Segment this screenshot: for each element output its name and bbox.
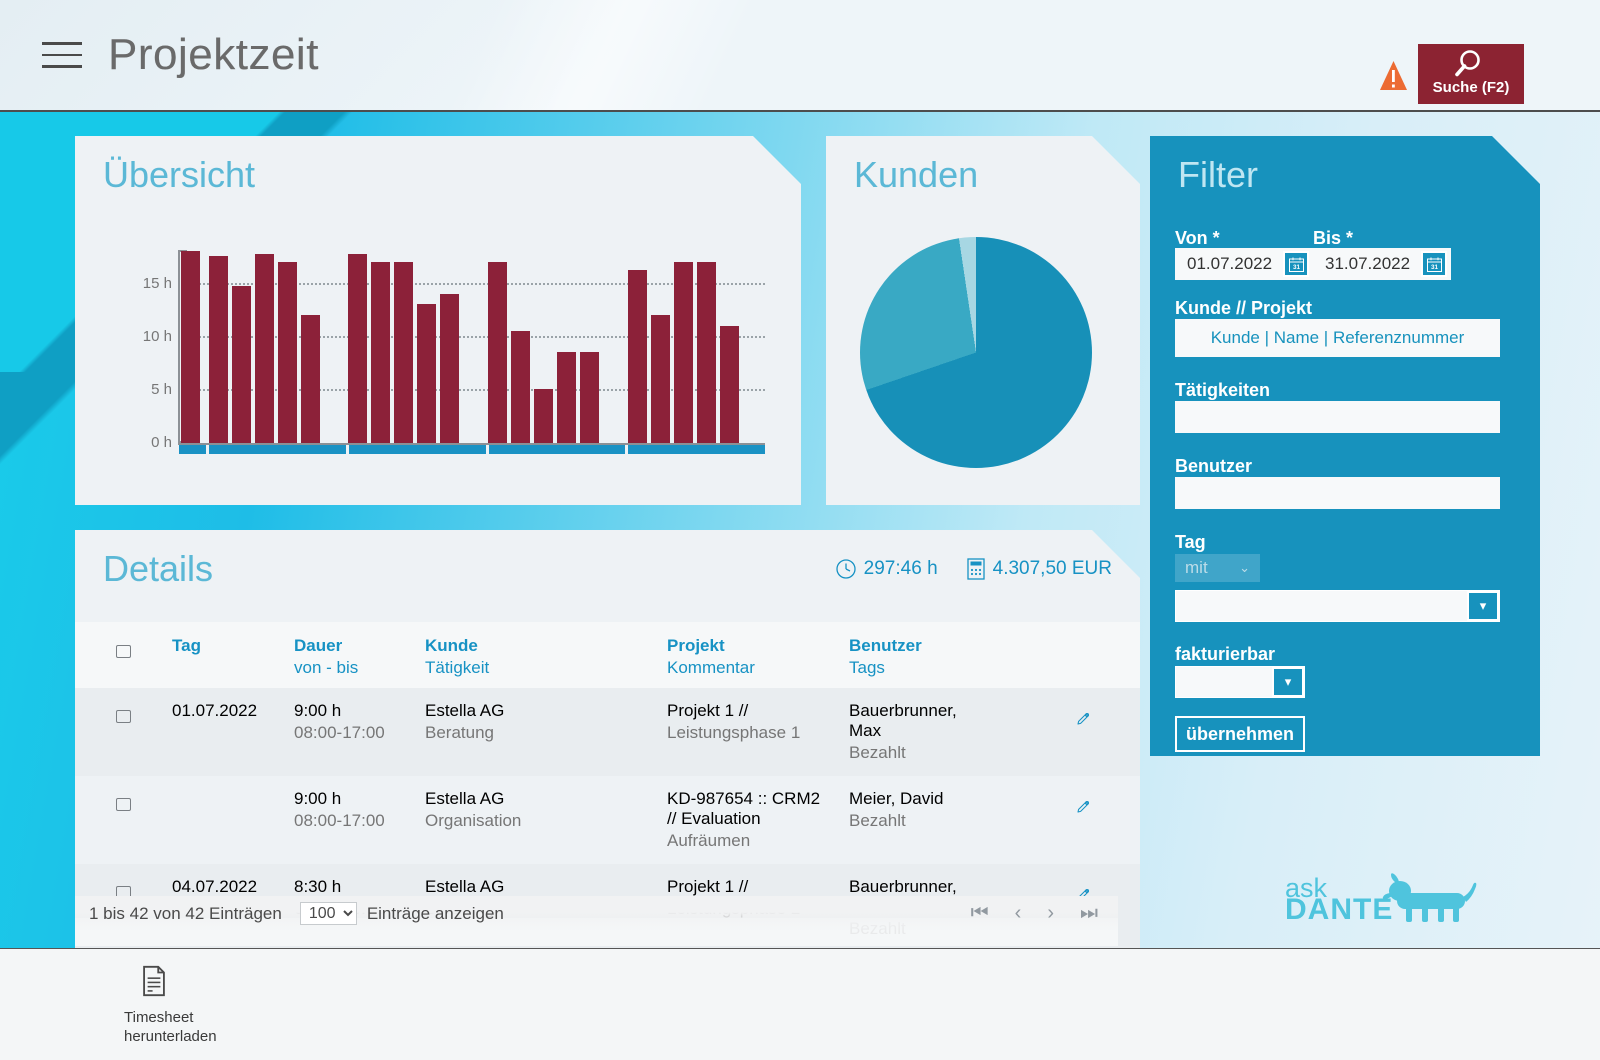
svg-text:31: 31 xyxy=(1292,264,1300,271)
svg-text:31: 31 xyxy=(1430,264,1438,271)
